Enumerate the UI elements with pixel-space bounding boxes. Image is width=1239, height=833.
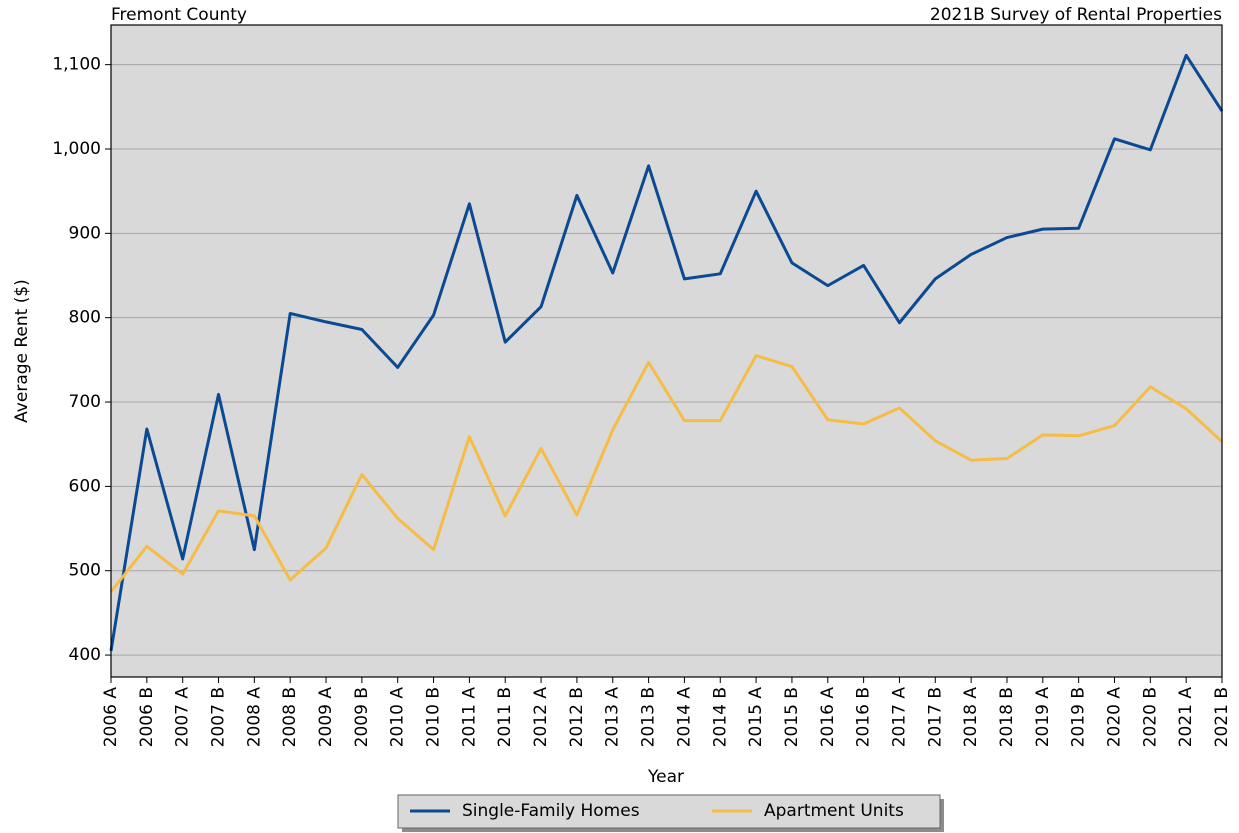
x-tick-label: 2016 A [818,687,838,748]
x-tick-label: 2006 B [137,687,157,747]
legend-label: Single-Family Homes [462,801,640,821]
x-tick-label: 2012 B [567,687,587,747]
x-tick-label: 2019 B [1069,687,1089,747]
x-tick-label: 2008 A [244,687,264,748]
x-tick-label: 2006 A [101,687,121,748]
chart-title-right: 2021B Survey of Rental Properties [930,5,1222,25]
y-tick-label: 500 [69,561,101,581]
x-tick-label: 2020 B [1140,687,1160,747]
series-line [109,354,1224,593]
y-tick-label: 900 [69,223,101,243]
x-tick-label: 2018 A [961,687,981,748]
x-tick-label: 2020 A [1104,687,1124,748]
x-tick-label: 2007 B [209,687,229,747]
chart-title-left: Fremont County [111,5,247,25]
y-tick-label: 1,100 [52,55,101,75]
x-tick-label: 2010 B [424,687,444,747]
x-tick-label: 2011 A [459,687,479,748]
series-line [109,53,1224,652]
x-tick-label: 2014 A [674,687,694,748]
y-tick-label: 600 [69,476,101,496]
x-tick-label: 2016 B [854,687,874,747]
legend-label: Apartment Units [764,801,904,821]
x-tick-label: 2015 A [746,687,766,748]
x-tick-label: 2012 A [531,687,551,748]
x-tick-label: 2017 B [925,687,945,747]
x-tick-label: 2007 A [173,687,193,748]
y-tick-label: 700 [69,392,101,412]
y-tick-label: 400 [69,645,101,665]
x-tick-label: 2009 A [316,687,336,748]
x-tick-label: 2021 B [1212,687,1232,747]
x-tick-label: 2019 A [1033,687,1053,748]
plot-area [111,25,1222,677]
x-tick-label: 2018 B [997,687,1017,747]
x-tick-label: 2013 B [639,687,659,747]
x-tick-label: 2008 B [280,687,300,747]
y-tick-label: 1,000 [52,139,101,159]
x-tick-label: 2011 B [495,687,515,747]
legend-box [397,794,941,829]
x-tick-label: 2009 B [352,687,372,747]
x-axis-label: Year [647,767,684,787]
y-tick-label: 800 [69,308,101,328]
x-tick-label: 2015 B [782,687,802,747]
x-tick-label: 2021 A [1176,687,1196,748]
legend: Single-Family Homes Apartment Units [397,794,944,832]
x-tick-label: 2010 A [388,687,408,748]
x-tick-label: 2013 A [603,687,623,748]
x-tick-label: 2014 B [710,687,730,747]
x-tick-label: 2017 A [889,687,909,748]
y-axis-label: Average Rent ($) [12,279,32,423]
plot-frame [110,24,1223,678]
